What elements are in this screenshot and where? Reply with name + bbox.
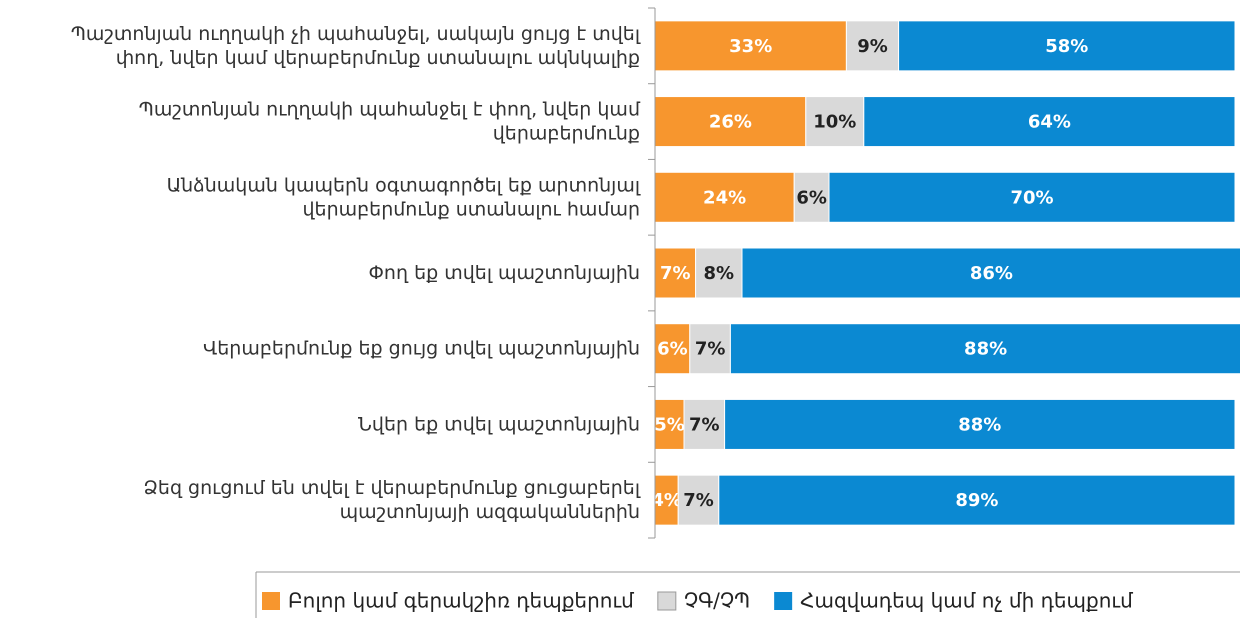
value-label: 33% xyxy=(729,36,772,57)
bar-segment xyxy=(654,323,691,375)
value-label: 64% xyxy=(1028,112,1071,133)
value-label: 58% xyxy=(1045,36,1088,57)
value-label: 89% xyxy=(955,490,998,511)
bar-segment xyxy=(677,474,720,526)
value-label: 26% xyxy=(709,112,752,133)
legend-label: Բոլոր կամ գերակշիռ դեպքերում xyxy=(288,589,634,613)
category-line: պաշտոնյայի ազգականներին xyxy=(340,501,640,523)
category-label: Անձնական կապերն օգտագործել եք արտոնյալ վե… xyxy=(167,174,641,220)
value-label: 7% xyxy=(660,263,691,284)
legend-swatch xyxy=(657,591,677,611)
value-label: 6% xyxy=(796,187,827,208)
value-label: 7% xyxy=(683,490,714,511)
bar-segment xyxy=(863,96,1236,148)
legend-swatch xyxy=(262,592,280,610)
category-label: Պաշտոնյան ուղղակի պահանջել է փող, նվեր կ… xyxy=(139,98,641,144)
category-label: Վերաբերմունք եք ցույց տվել պաշտոնյային xyxy=(203,337,640,359)
category-line: Փող եք տվել պաշտոնյային xyxy=(369,262,640,284)
bar-segment xyxy=(654,20,847,72)
value-label: 8% xyxy=(704,263,735,284)
bar-segment xyxy=(654,96,807,148)
legend-label: ՉԳ/ՉՊ xyxy=(684,589,750,613)
value-label: 88% xyxy=(958,414,1001,435)
value-label: 9% xyxy=(857,36,888,57)
bar-segment xyxy=(741,247,1240,299)
category-line: Պաշտոնյան ուղղակի պահանջել է փող, նվեր կ… xyxy=(139,98,641,120)
bar-segment xyxy=(729,323,1240,375)
category-label: Պաշտոնյան ուղղակի չի պահանջել, սակայն ցո… xyxy=(71,22,641,68)
bar-segment xyxy=(689,323,731,375)
value-label: 6% xyxy=(657,339,688,360)
bar-segment xyxy=(654,398,685,450)
category-label: Ձեզ ցուցում են տվել է վերաբերմունք ցուցա… xyxy=(143,477,640,523)
category-line: վերաբերմունք ստանալու համար xyxy=(302,198,640,220)
bar-segment xyxy=(793,171,830,223)
bar-segment xyxy=(683,398,726,450)
category-label: Նվեր եք տվել պաշտոնյային xyxy=(358,413,640,435)
value-label: 70% xyxy=(1010,187,1053,208)
value-label: 86% xyxy=(970,263,1013,284)
bar-segment xyxy=(828,171,1236,223)
legend-label: Հազվադեպ կամ ոչ մի դեպքում xyxy=(800,589,1133,613)
bar-segment xyxy=(898,20,1236,72)
value-label: 7% xyxy=(689,414,720,435)
bar-segment xyxy=(654,247,697,299)
value-label: 7% xyxy=(695,339,726,360)
category-line: Վերաբերմունք եք ցույց տվել պաշտոնյային xyxy=(203,337,640,359)
category-line: վերաբերմունք xyxy=(493,122,640,144)
bar-segment xyxy=(724,398,1236,450)
bar-segment xyxy=(845,20,900,72)
value-label: 24% xyxy=(703,187,746,208)
value-label: 10% xyxy=(813,112,856,133)
category-line: Ձեզ ցուցում են տվել է վերաբերմունք ցուցա… xyxy=(143,477,640,499)
category-line: փող, նվեր կամ վերաբերմունք ստանալու ակնկ… xyxy=(116,46,640,68)
category-label: Փող եք տվել պաշտոնյային xyxy=(369,262,640,284)
legend-swatch xyxy=(774,592,793,610)
category-line: Անձնական կապերն օգտագործել եք արտոնյալ xyxy=(167,174,641,196)
value-label: 4% xyxy=(651,490,682,511)
value-label: 5% xyxy=(654,414,685,435)
bar-segment xyxy=(654,171,795,223)
category-line: Պաշտոնյան ուղղակի չի պահանջել, սակայն ցո… xyxy=(71,22,641,44)
bar-segment xyxy=(805,96,865,148)
value-label: 88% xyxy=(964,339,1007,360)
category-line: Նվեր եք տվել պաշտոնյային xyxy=(358,413,640,435)
bar-segment xyxy=(718,474,1236,526)
